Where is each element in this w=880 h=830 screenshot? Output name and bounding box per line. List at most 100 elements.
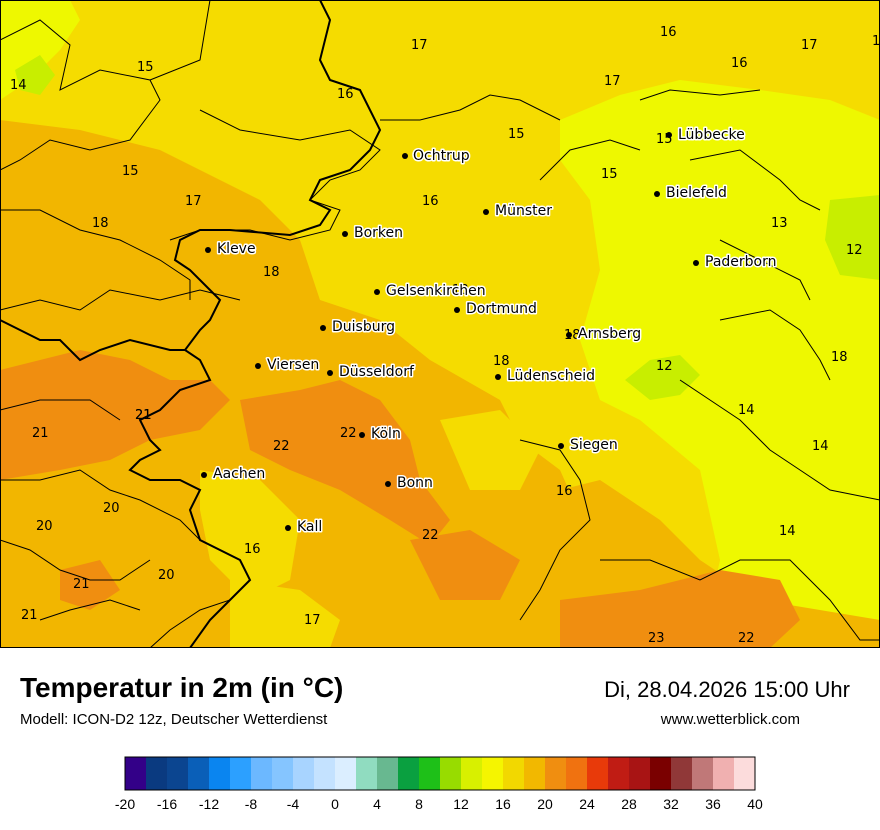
svg-text:Münster: Münster <box>495 203 552 219</box>
legend-swatch <box>419 757 441 790</box>
legend-swatch <box>524 757 546 790</box>
temp-value: 18 <box>493 354 510 369</box>
city-luedenscheid[interactable]: Lüdenscheid <box>495 367 597 386</box>
svg-text:Dortmund: Dortmund <box>466 301 537 317</box>
city-kall[interactable]: Kall <box>285 518 324 537</box>
temp-value: 16 <box>337 87 354 102</box>
temp-value: 16 <box>556 484 573 499</box>
legend-tick-label: -16 <box>157 796 177 812</box>
city-borken[interactable]: Borken <box>342 224 405 243</box>
legend-swatch <box>545 757 567 790</box>
temp-value: 17 <box>304 613 321 628</box>
temp-value: 15 <box>508 127 525 142</box>
legend-tick-label: 40 <box>747 796 763 812</box>
temp-value: 14 <box>812 439 829 454</box>
legend-tick-label: -20 <box>115 796 135 812</box>
national-border-west <box>0 319 185 362</box>
zone-22-south <box>410 530 520 600</box>
city-duisburg[interactable]: Duisburg <box>320 318 397 337</box>
zone-22-west <box>0 350 230 480</box>
temperature-map[interactable]: 17 16 17 1 15 14 16 17 16 15 15 15 15 17… <box>0 0 880 648</box>
temp-value: 12 <box>656 359 673 374</box>
city-gelsenkirchen[interactable]: Gelsenkirchen <box>374 282 487 301</box>
temp-value: 21 <box>135 408 152 423</box>
zone-22-koeln <box>240 380 450 545</box>
zone-16-kall <box>200 470 300 600</box>
city-siegen[interactable]: Siegen <box>558 436 619 455</box>
zone-18 <box>0 120 620 648</box>
temp-value: 18 <box>452 283 469 298</box>
legend-tick-label: 28 <box>621 796 637 812</box>
legend-swatch <box>188 757 210 790</box>
legend-swatch <box>125 757 147 790</box>
city-duesseldorf[interactable]: Düsseldorf <box>327 363 416 382</box>
temp-value: 12 <box>846 243 863 258</box>
temp-value: 18 <box>263 265 280 280</box>
temp-value: 18 <box>564 328 581 343</box>
map-title: Temperatur in 2m (in °C) <box>20 672 344 703</box>
legend-tick-label: 12 <box>453 796 469 812</box>
legend-tick-label: 4 <box>373 796 381 812</box>
svg-text:Paderborn: Paderborn <box>705 254 776 270</box>
city-paderborn[interactable]: Paderborn <box>693 253 778 272</box>
city-koeln[interactable]: Köln <box>359 425 402 444</box>
legend-tick-label: -4 <box>287 796 300 812</box>
city-dortmund[interactable]: Dortmund <box>454 300 538 319</box>
legend-tick-label: 16 <box>495 796 511 812</box>
city-muenster[interactable]: Münster <box>483 202 554 221</box>
temp-value: 15 <box>601 167 618 182</box>
city-bonn[interactable]: Bonn <box>385 474 434 493</box>
legend-tick-label: 24 <box>579 796 595 812</box>
svg-text:Bonn: Bonn <box>397 475 433 491</box>
svg-text:Gelsenkirchen: Gelsenkirchen <box>386 283 486 299</box>
svg-text:Kall: Kall <box>297 519 322 535</box>
zone-12-east <box>825 195 880 280</box>
legend-swatch <box>146 757 168 790</box>
svg-text:Siegen: Siegen <box>570 437 618 453</box>
temp-value: 14 <box>779 524 796 539</box>
legend-swatch <box>650 757 672 790</box>
temp-value: 13 <box>771 216 788 231</box>
svg-text:Viersen: Viersen <box>267 357 319 373</box>
city-bielefeld[interactable]: Bielefeld <box>654 184 728 203</box>
legend-tick-label: 36 <box>705 796 721 812</box>
legend-swatch <box>608 757 630 790</box>
forecast-datetime: Di, 28.04.2026 15:00 Uhr <box>604 677 850 702</box>
zone-12-northwest <box>15 55 55 95</box>
temp-value: 17 <box>185 194 202 209</box>
city-viersen[interactable]: Viersen <box>255 356 321 375</box>
temp-value: 16 <box>422 194 439 209</box>
temperature-values: 17 16 17 1 15 14 16 17 16 15 15 15 15 17… <box>10 25 880 646</box>
temp-value: 16 <box>244 542 261 557</box>
city-luebbecke[interactable]: Lübbecke <box>666 126 746 145</box>
website-link[interactable]: www.wetterblick.com <box>660 711 800 728</box>
temp-value: 21 <box>135 408 152 423</box>
svg-text:Kleve: Kleve <box>217 241 256 257</box>
legend-swatch <box>629 757 651 790</box>
legend-tick-label: -8 <box>245 796 258 812</box>
temp-value: 22 <box>738 631 755 646</box>
legend-swatch <box>356 757 378 790</box>
zone-16-south <box>230 580 340 648</box>
legend-tick-label: 32 <box>663 796 679 812</box>
temp-value: 17 <box>604 74 621 89</box>
city-ochtrup[interactable]: Ochtrup <box>402 147 471 166</box>
legend-swatch <box>461 757 483 790</box>
temp-value: 20 <box>103 501 120 516</box>
city-aachen[interactable]: Aachen <box>201 465 267 484</box>
national-border <box>128 0 382 648</box>
temp-value: 14 <box>738 403 755 418</box>
legend-swatch <box>251 757 273 790</box>
temp-value: 14 <box>10 78 27 93</box>
color-legend: -20 -16 -12 -8 -4 0 4 8 12 16 20 24 28 32 36 40 <box>115 756 763 812</box>
city-arnsberg[interactable]: Arnsberg <box>566 325 643 344</box>
zone-14 <box>560 80 880 648</box>
legend-swatch <box>335 757 357 790</box>
temp-value: 15 <box>137 60 154 75</box>
temp-value: 20 <box>36 519 53 534</box>
temp-value: 17 <box>801 38 818 53</box>
legend-swatch <box>167 757 189 790</box>
svg-text:Duisburg: Duisburg <box>332 319 395 335</box>
legend-swatch <box>566 757 588 790</box>
city-kleve[interactable]: Kleve <box>205 240 257 259</box>
